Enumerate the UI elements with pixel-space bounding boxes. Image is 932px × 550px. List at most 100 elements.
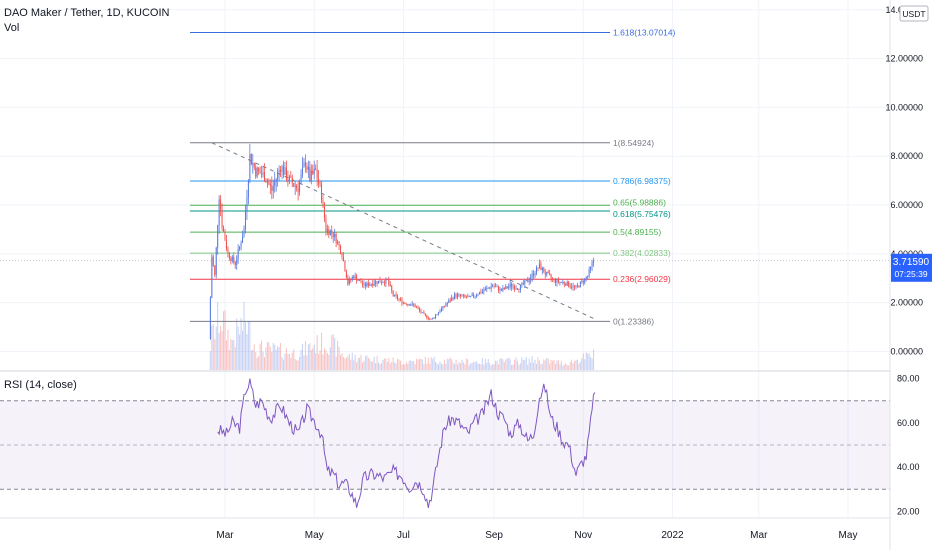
- fib-level-label: 0.5(4.89155): [613, 227, 661, 237]
- volume-bar: [471, 363, 473, 370]
- candle-body: [582, 280, 584, 283]
- volume-bar: [490, 365, 492, 370]
- price-axis[interactable]: 14.0000012.0000010.000008.000006.000004.…: [885, 5, 923, 357]
- candle-body: [234, 262, 236, 266]
- volume-bar: [464, 364, 466, 370]
- volume-bar: [427, 357, 429, 370]
- candle-body: [429, 318, 431, 320]
- volume-bar: [300, 349, 302, 370]
- candle-body: [223, 227, 225, 232]
- volume-bar: [509, 359, 511, 370]
- candle-body: [593, 260, 595, 263]
- candle-body: [209, 297, 211, 340]
- volume-bar: [353, 360, 355, 370]
- candle-body: [502, 287, 504, 291]
- volume-bar: [275, 349, 277, 370]
- volume-bar: [411, 361, 413, 370]
- volume-bar: [215, 326, 217, 370]
- candle-body: [268, 182, 270, 185]
- candle-body: [341, 253, 343, 257]
- volume-bar: [584, 359, 586, 370]
- price-tick-label: 6.00000: [890, 200, 923, 210]
- candle-body: [459, 294, 461, 297]
- candle-body: [380, 282, 382, 284]
- volume-bar: [269, 346, 271, 370]
- rsi-line[interactable]: [217, 378, 596, 508]
- time-axis[interactable]: Mar May Jul Sep Nov 2022 Mar May: [216, 530, 857, 541]
- candle-body: [500, 288, 502, 291]
- candle-body: [328, 229, 330, 236]
- candle-body: [361, 283, 363, 285]
- candle-body: [280, 170, 282, 172]
- candle-body: [304, 162, 306, 167]
- candle-body: [322, 200, 324, 204]
- candle-body: [392, 290, 394, 296]
- volume-bar: [383, 358, 385, 370]
- volume-bar: [240, 317, 242, 370]
- rsi-axis[interactable]: 80.00 60.00 40.00 20.00: [897, 374, 920, 517]
- candle-body: [373, 283, 375, 286]
- volume-bar: [585, 352, 587, 370]
- volume-bar: [571, 359, 573, 370]
- candle-body: [427, 317, 429, 319]
- volume-bar: [591, 358, 593, 370]
- candle-body: [480, 292, 482, 293]
- volume-bar: [446, 358, 448, 370]
- volume-bar: [316, 335, 318, 370]
- fibonacci-retracement[interactable]: 1.618(13.07014) 1(8.54924) 0.786(6.98375) 0…: [190, 27, 676, 326]
- candle-body: [252, 163, 254, 165]
- volume-bar: [392, 357, 394, 370]
- volume-bar: [549, 363, 551, 370]
- candle-body: [278, 170, 280, 173]
- volume-bar: [514, 359, 516, 370]
- volume-bar: [497, 364, 499, 370]
- volume-bar: [442, 364, 444, 370]
- candle-body: [356, 275, 358, 281]
- candle-body: [217, 225, 219, 248]
- candle-body: [571, 286, 573, 288]
- volume-bar: [373, 356, 375, 370]
- candle-body: [399, 299, 402, 301]
- time-tick-label: May: [305, 530, 324, 541]
- volume-bar: [568, 365, 570, 370]
- candle-body: [297, 187, 299, 193]
- volume-bar: [262, 351, 264, 370]
- candle-body: [442, 306, 444, 309]
- volume-bar: [476, 361, 478, 370]
- currency-badge[interactable]: USDT: [899, 5, 929, 22]
- last-price-value: 3.71590: [893, 257, 930, 268]
- volume-bar: [521, 357, 523, 370]
- volume-bar: [445, 363, 447, 370]
- rsi-legend[interactable]: RSI (14, close): [4, 379, 77, 391]
- symbol-title[interactable]: DAO Maker / Tether, 1D, KUCOIN: [4, 7, 170, 19]
- price-tick-label: 12.00000: [885, 54, 923, 64]
- volume-bar: [341, 353, 343, 370]
- candle-body: [457, 294, 459, 298]
- candle-body: [375, 281, 377, 284]
- candle-body: [435, 315, 437, 318]
- volume-bar: [575, 359, 577, 370]
- trendline[interactable]: [211, 142, 597, 321]
- volume-bar: [379, 364, 381, 370]
- volume-bar: [225, 340, 227, 370]
- volume-bar: [242, 330, 244, 370]
- volume-bar: [538, 360, 540, 370]
- volume-bar: [569, 361, 571, 370]
- candle-body: [388, 279, 390, 285]
- candle-body: [534, 273, 536, 276]
- volume-bar: [340, 354, 342, 370]
- volume-bar: [359, 357, 361, 370]
- fib-level-label: 0(1.23386): [613, 316, 654, 326]
- candle-body: [359, 280, 361, 282]
- candle-body: [389, 284, 391, 286]
- candle-body: [282, 166, 285, 175]
- volume-legend[interactable]: Vol: [4, 22, 19, 34]
- price-tick-label: 2.00000: [890, 298, 923, 308]
- volume-bar: [535, 363, 538, 370]
- candle-body: [247, 180, 249, 198]
- candle-body: [316, 169, 318, 179]
- candle-body: [439, 311, 441, 313]
- candle-body: [559, 281, 561, 283]
- volume-bar: [418, 358, 421, 370]
